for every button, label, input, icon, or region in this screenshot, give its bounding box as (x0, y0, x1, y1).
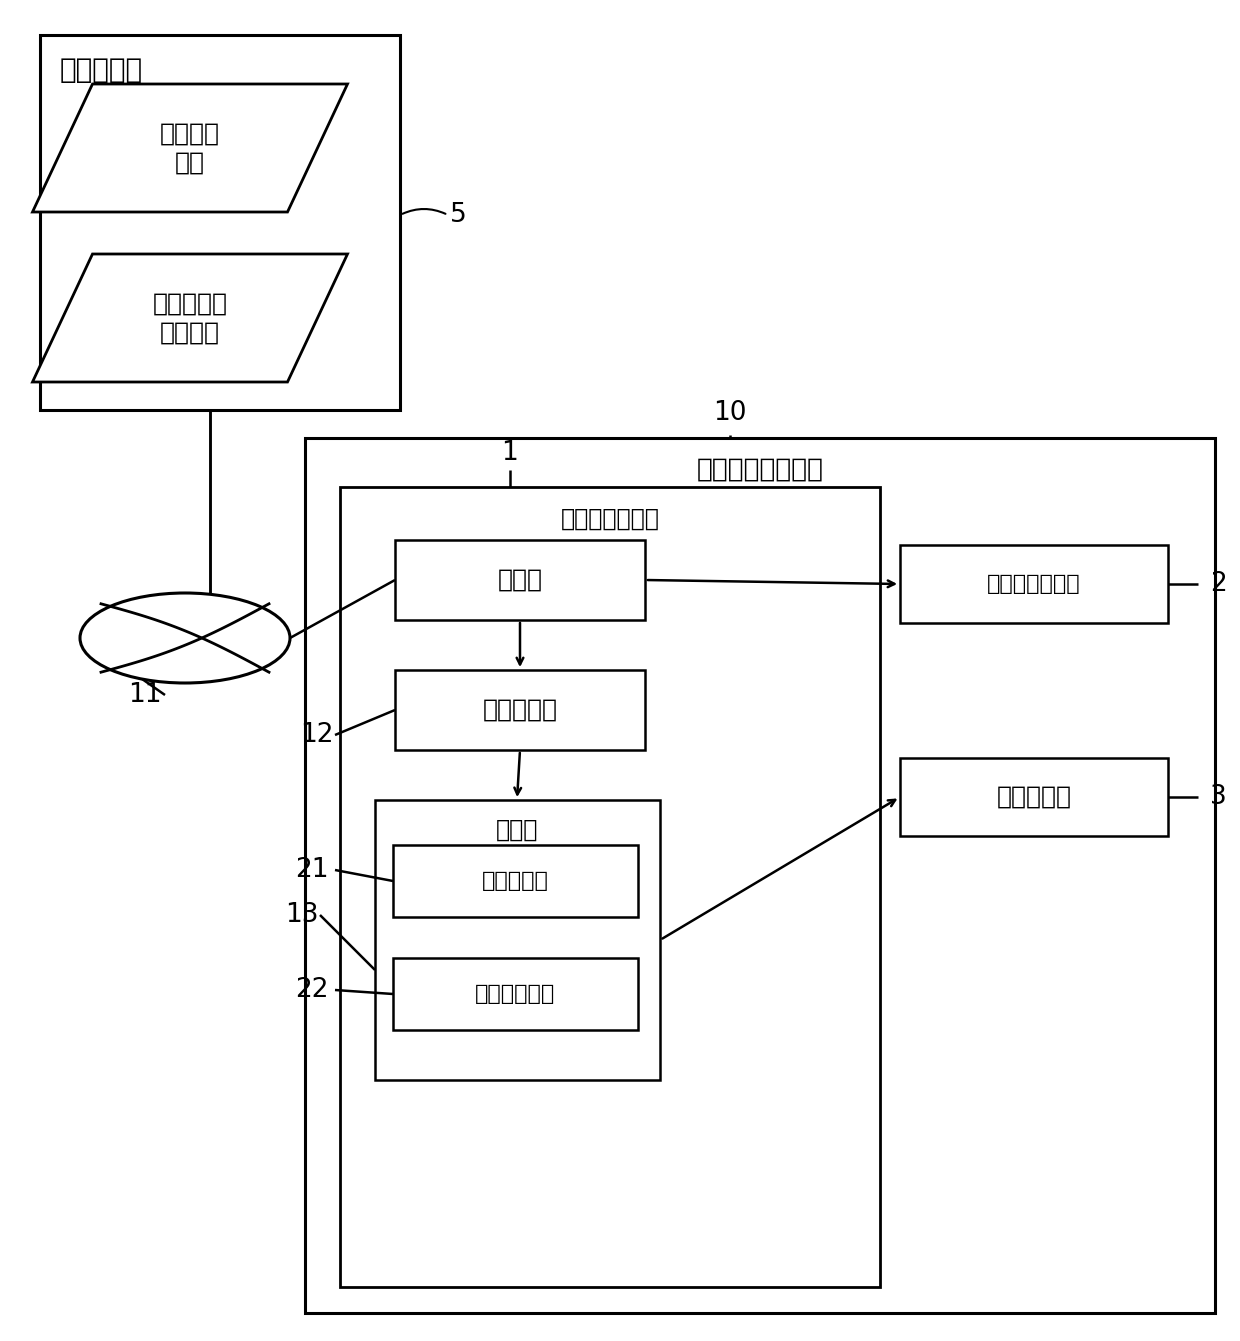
Text: 健康诊断
结果: 健康诊断 结果 (160, 121, 219, 174)
Polygon shape (32, 253, 347, 382)
Text: 血糖值预测装置: 血糖值预测装置 (560, 507, 660, 531)
Text: 差量计算部: 差量计算部 (481, 872, 548, 890)
Text: 数据服务器: 数据服务器 (60, 56, 143, 84)
Text: 22: 22 (295, 978, 329, 1003)
Bar (374, 801, 660, 1080)
Polygon shape (32, 84, 347, 212)
Text: 21: 21 (295, 857, 329, 882)
Text: 5: 5 (450, 202, 466, 228)
Ellipse shape (81, 593, 290, 683)
Bar (900, 758, 1168, 835)
Text: 11: 11 (128, 683, 161, 708)
Bar (393, 845, 639, 917)
Text: 3: 3 (1210, 784, 1226, 810)
Text: 12: 12 (300, 721, 334, 748)
Text: 1: 1 (502, 440, 518, 467)
Text: 层级判别部: 层级判别部 (482, 699, 558, 721)
Bar (340, 487, 880, 1287)
Bar (40, 35, 401, 410)
Bar (900, 544, 1168, 624)
Text: 取得部: 取得部 (497, 569, 543, 591)
Text: 2: 2 (1210, 571, 1226, 597)
Text: 血糖值等的
测定结果: 血糖值等的 测定结果 (153, 291, 227, 345)
Text: 13: 13 (285, 902, 319, 928)
Bar (305, 439, 1215, 1313)
Bar (393, 957, 639, 1030)
Text: 风险预测部: 风险预测部 (997, 784, 1071, 809)
Bar (396, 670, 645, 750)
Text: 发病风险预测装置: 发病风险预测装置 (697, 457, 823, 483)
Text: 血糖值计算部: 血糖值计算部 (475, 984, 556, 1004)
Text: 10: 10 (713, 400, 746, 426)
Bar (396, 540, 645, 620)
Text: 层级判别预测部: 层级判别预测部 (987, 574, 1081, 594)
Text: 预测部: 预测部 (496, 818, 538, 842)
